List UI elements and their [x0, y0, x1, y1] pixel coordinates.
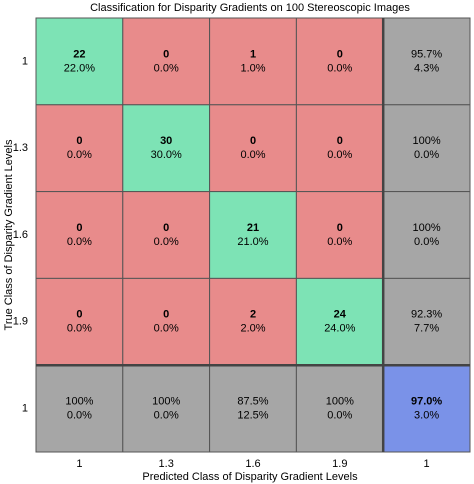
cell-count: 24	[334, 309, 347, 321]
cell-count: 0	[337, 135, 343, 147]
cell-percent: 0.0%	[414, 149, 439, 161]
y-axis-label: True Class of Disparity Gradient Levels	[3, 139, 15, 330]
x-tick-label: 1.6	[245, 458, 260, 470]
cell	[122, 104, 211, 193]
cell-percent: 0.0%	[327, 410, 352, 422]
cell-count: 0	[163, 222, 169, 234]
cell-percent: 1.0%	[240, 62, 265, 74]
x-tick-label: 1	[76, 458, 82, 470]
cell-count: 100%	[65, 396, 93, 408]
cell-percent: 24.0%	[324, 323, 355, 335]
cell-percent: 2.0%	[240, 323, 265, 335]
cell	[35, 104, 124, 193]
cell-count: 95.7%	[411, 48, 442, 60]
cell-count: 2	[250, 309, 256, 321]
cell-count: 100%	[152, 396, 180, 408]
cell-count: 92.3%	[411, 309, 442, 321]
y-tick-label: 1	[22, 55, 28, 67]
cell-count: 97.0%	[411, 396, 442, 408]
x-axis-label: Predicted Class of Disparity Gradient Le…	[142, 471, 358, 483]
cell-percent: 22.0%	[64, 62, 95, 74]
cell	[295, 104, 384, 193]
cell-count: 0	[337, 222, 343, 234]
cell-count: 0	[76, 222, 82, 234]
cell	[382, 104, 471, 193]
cell-percent: 0.0%	[154, 62, 179, 74]
cell-count: 87.5%	[237, 396, 268, 408]
cell-percent: 3.0%	[414, 410, 439, 422]
cell-count: 0	[250, 135, 256, 147]
cell-count: 100%	[326, 396, 354, 408]
cell	[209, 104, 297, 193]
chart-title: Classification for Disparity Gradients o…	[90, 2, 410, 14]
y-tick-label: 1.6	[13, 229, 28, 241]
cell	[382, 17, 471, 106]
cell	[295, 191, 384, 279]
cell-percent: 7.7%	[414, 323, 439, 335]
cell-percent: 0.0%	[154, 236, 179, 248]
cell-percent: 0.0%	[414, 236, 439, 248]
cell-count: 30	[160, 135, 172, 147]
cell	[209, 191, 297, 279]
cell-percent: 12.5%	[237, 410, 268, 422]
y-tick-label: 1.3	[13, 142, 28, 154]
cell-percent: 0.0%	[327, 236, 352, 248]
cell-percent: 30.0%	[151, 149, 182, 161]
cell-percent: 0.0%	[327, 149, 352, 161]
cell-count: 0	[163, 48, 169, 60]
cell-percent: 0.0%	[240, 149, 265, 161]
cell	[209, 277, 297, 366]
x-tick-label: 1.9	[332, 458, 347, 470]
cell-count: 100%	[413, 135, 441, 147]
cell-percent: 21.0%	[237, 236, 268, 248]
cell	[35, 277, 124, 366]
cell-percent: 0.0%	[67, 323, 92, 335]
x-tick-label: 1.3	[159, 458, 174, 470]
cell	[35, 191, 124, 279]
cell-percent: 4.3%	[414, 62, 439, 74]
y-tick-label: 1.9	[13, 316, 28, 328]
cell-percent: 0.0%	[154, 410, 179, 422]
cell-percent: 0.0%	[154, 323, 179, 335]
cell-count: 0	[163, 309, 169, 321]
cell	[295, 364, 384, 453]
cell-count: 0	[337, 48, 343, 60]
cell	[122, 277, 211, 366]
cell-percent: 0.0%	[327, 62, 352, 74]
y-tick-label: 1	[22, 403, 28, 415]
cell	[382, 191, 471, 279]
cell-count: 1	[250, 48, 256, 60]
cell-count: 0	[76, 135, 82, 147]
cell-count: 0	[76, 309, 82, 321]
cell-percent: 0.0%	[67, 149, 92, 161]
cell	[122, 364, 211, 453]
cell-count: 100%	[413, 222, 441, 234]
x-tick-label: 1	[424, 458, 430, 470]
cell-percent: 0.0%	[67, 236, 92, 248]
cell-count: 21	[247, 222, 259, 234]
cell-percent: 0.0%	[67, 410, 92, 422]
cell-count: 22	[73, 48, 85, 60]
cell	[382, 277, 471, 366]
